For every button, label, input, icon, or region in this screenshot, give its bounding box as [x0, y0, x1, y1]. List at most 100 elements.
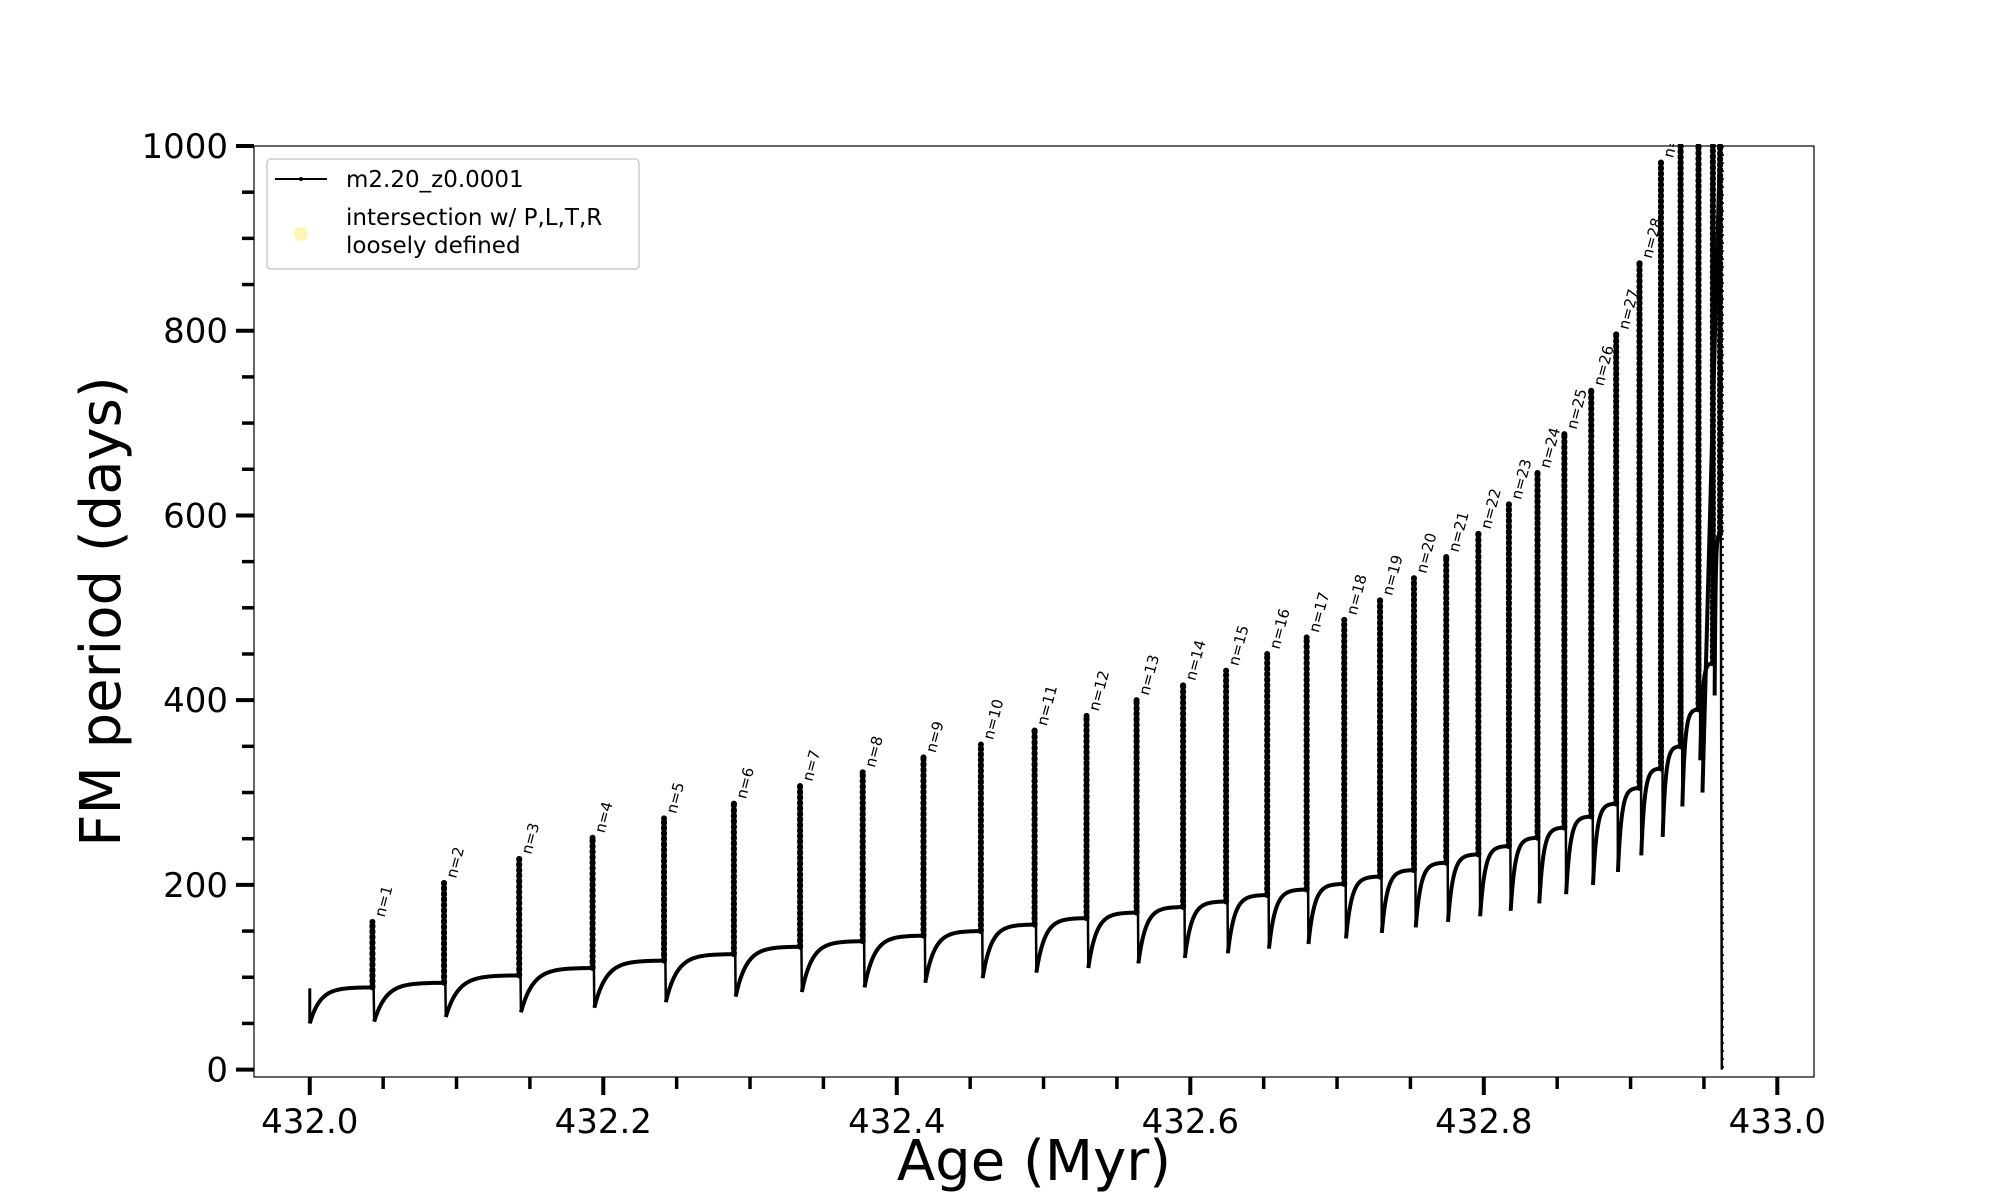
recovery-curve [1537, 825, 1565, 904]
pulse-drop [1614, 334, 1620, 872]
recovery-curve [1413, 860, 1447, 928]
pulse-label: n=1 [371, 884, 397, 919]
recovery-curve [980, 922, 1035, 979]
pulse-drop [591, 837, 596, 1008]
pulse-drop [517, 859, 523, 1013]
x-axis-title: Age (Myr) [897, 1129, 1171, 1194]
pulse-peak-point [797, 783, 804, 790]
recovery-curve [923, 929, 981, 984]
recovery-curve [1225, 893, 1268, 954]
recovery-curve [1136, 905, 1184, 964]
pulse-peak-point [516, 856, 523, 863]
pulse-label: n=16 [1266, 607, 1294, 651]
pulse-peak-point [589, 834, 596, 841]
recovery-curve [799, 939, 863, 993]
pulse-drop [1659, 162, 1664, 837]
pulse-label: n=14 [1182, 638, 1210, 682]
pulse-label: n=12 [1085, 668, 1113, 712]
pulse-label: n=5 [663, 780, 689, 815]
legend-circle-marker [294, 227, 308, 241]
y-axis-title: FM period (days) [69, 376, 134, 846]
pulse-drop [1412, 578, 1417, 928]
x-tick-label: 432.0 [261, 1102, 358, 1142]
pulse-peak-point [1561, 431, 1568, 438]
recovery-curve [733, 944, 801, 998]
pulse-peak-point [1223, 667, 1230, 674]
pulse-label: n=19 [1379, 553, 1407, 597]
recovery-curve [1660, 744, 1681, 837]
recovery-curve [1564, 814, 1592, 895]
pulse-label: n=23 [1507, 457, 1535, 501]
pulse-label: n=4 [591, 800, 617, 835]
pulse-drop [1378, 600, 1384, 933]
recovery-curve [1306, 881, 1345, 945]
recovery-curve [1182, 899, 1227, 959]
y-tick-label: 200 [163, 866, 228, 906]
recovery-curve [1508, 835, 1538, 911]
pulse-label: n=15 [1225, 623, 1253, 667]
pulse-label: n=17 [1305, 590, 1333, 634]
pulse-peak-point [1657, 159, 1664, 166]
pulse-peak-point [1505, 501, 1512, 508]
pulse-drop [662, 818, 668, 1003]
pulse-label: n=20 [1412, 531, 1440, 575]
pulse-peak-point [1534, 469, 1541, 476]
plot-frame [253, 145, 1815, 1078]
pulse-label: n=7 [799, 748, 825, 783]
recovery-curve [1712, 532, 1721, 696]
pulse-label: n=21 [1445, 510, 1473, 554]
recovery-curve [1615, 785, 1640, 873]
series-m2.20_z0.0001: n=1 n=2 n=3 n=4 n=5 n=6 n=7 n=8 n=9 n=10 n=11 n=12 n… [307, 144, 1724, 1070]
pulse-drop [1697, 145, 1702, 761]
pulse-label: n=3 [518, 821, 544, 856]
y-tick-label: 400 [163, 681, 228, 721]
x-tick-label: 432.2 [555, 1102, 652, 1142]
pulse-drop [371, 921, 376, 1022]
x-axis: 432.0 432.2 432.4 432.6 432.8 433.0 [261, 1077, 1826, 1142]
pulse-drop [979, 744, 984, 979]
x-tick-label: 433.0 [1729, 1102, 1826, 1142]
recovery-curve [519, 966, 593, 1013]
pulse-drop [1224, 670, 1230, 954]
pulse-peak-point [1341, 616, 1348, 623]
pulse-drop [1477, 533, 1482, 917]
legend-label: loosely defined [346, 233, 521, 259]
pulse-drop [1679, 145, 1684, 807]
pulse-label: n=22 [1477, 487, 1505, 531]
pulse-label: n=8 [861, 734, 887, 769]
pulse-drop [1265, 653, 1271, 949]
recovery-curve [307, 985, 373, 1025]
y-tick-label: 800 [163, 312, 228, 352]
legend-box [266, 158, 640, 270]
pulse-label: n=13 [1135, 653, 1163, 697]
recovery-curve [1344, 874, 1381, 939]
recovery-curve [663, 952, 734, 1003]
pulse-peak-point [1083, 712, 1090, 719]
pulse-peak-point [1377, 597, 1384, 604]
y-axis: 0 200 400 600 800 1000 [141, 127, 254, 1091]
pulse-label: n=10 [979, 697, 1007, 741]
pulse-drop [1507, 504, 1512, 911]
pulse-peak-point [441, 880, 448, 887]
pulse-peak-point [1443, 554, 1450, 561]
pulse-label: n=9 [922, 719, 948, 754]
pulse-peak-point [1031, 727, 1038, 734]
pulse-label: n=2 [443, 845, 469, 880]
recovery-curve [1034, 916, 1087, 973]
pulse-peak-point [1636, 260, 1643, 267]
pulse-drop [1342, 619, 1348, 939]
recovery-curve [372, 980, 445, 1023]
pulse-drop [861, 772, 866, 988]
legend-label: m2.20_z0.0001 [346, 167, 524, 193]
legend-line-point [299, 177, 303, 181]
pulse-drop [442, 883, 448, 1017]
pulse-drop [1033, 730, 1038, 973]
recovery-curve [443, 973, 520, 1018]
pulse-peak-point [1588, 387, 1595, 394]
pulse-peak-point [920, 754, 927, 761]
legend-label: intersection w/ P,L,T,R [346, 205, 602, 231]
pulse-label: n=24 [1536, 426, 1564, 470]
recovery-curve [1379, 868, 1415, 934]
pulse-peak-point [1264, 650, 1271, 657]
